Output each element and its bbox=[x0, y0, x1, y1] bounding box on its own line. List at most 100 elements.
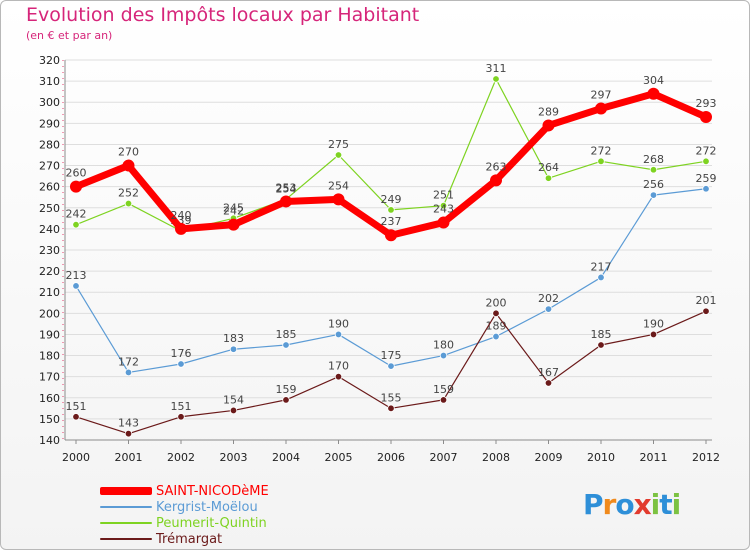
legend-label: SAINT-NICODèME bbox=[156, 483, 269, 499]
data-label-tremargat: 185 bbox=[591, 328, 612, 341]
data-point-kergrist-moelou bbox=[649, 191, 658, 199]
data-point-kergrist-moelou bbox=[702, 185, 710, 193]
data-point-peumerit-quintin bbox=[387, 206, 395, 214]
x-tick-label: 2000 bbox=[62, 451, 90, 464]
data-label-kergrist-moelou: 183 bbox=[223, 332, 244, 345]
data-point-peumerit-quintin bbox=[597, 157, 605, 166]
chart-subtitle: (en € et par an) bbox=[26, 29, 113, 42]
y-tick-label: 150 bbox=[39, 413, 60, 426]
data-label-saint-nicodeme: 297 bbox=[591, 89, 612, 102]
x-tick-label: 2002 bbox=[167, 451, 195, 464]
data-label-peumerit-quintin: 252 bbox=[118, 187, 139, 200]
legend-item: Kergrist-Moëlou bbox=[100, 499, 269, 515]
data-label-peumerit-quintin: 272 bbox=[591, 144, 612, 157]
x-tick-label: 2004 bbox=[272, 451, 300, 464]
series-line-tremargat bbox=[75, 310, 707, 435]
data-point-saint-nicodeme bbox=[595, 102, 607, 115]
x-tick-label: 2003 bbox=[220, 451, 248, 464]
proxiti-logo: Proxiti bbox=[583, 488, 681, 521]
data-label-tremargat: 190 bbox=[643, 317, 664, 330]
x-tick-label: 2005 bbox=[325, 451, 353, 464]
data-label-kergrist-moelou: 256 bbox=[643, 178, 664, 191]
data-label-tremargat: 155 bbox=[381, 391, 402, 404]
data-label-peumerit-quintin: 272 bbox=[696, 144, 717, 157]
data-label-peumerit-quintin: 264 bbox=[538, 161, 559, 174]
data-point-kergrist-moelou bbox=[334, 330, 343, 339]
data-point-saint-nicodeme bbox=[542, 119, 555, 132]
data-point-saint-nicodeme bbox=[437, 216, 450, 229]
data-label-kergrist-moelou: 190 bbox=[328, 317, 349, 330]
x-tick-label: 2008 bbox=[482, 451, 510, 464]
data-point-kergrist-moelou bbox=[544, 305, 553, 313]
data-label-peumerit-quintin: 251 bbox=[433, 189, 454, 202]
data-point-tremargat bbox=[387, 404, 395, 413]
data-label-saint-nicodeme: 253 bbox=[276, 181, 297, 194]
data-label-saint-nicodeme: 270 bbox=[118, 146, 139, 159]
data-label-tremargat: 159 bbox=[276, 383, 297, 396]
data-point-peumerit-quintin bbox=[439, 201, 448, 210]
data-label-kergrist-moelou: 185 bbox=[276, 328, 297, 341]
data-point-kergrist-moelou bbox=[387, 362, 395, 370]
chart-legend: SAINT-NICODèME Kergrist-Moëlou Peumerit-Qu… bbox=[100, 483, 269, 547]
data-label-saint-nicodeme: 289 bbox=[538, 105, 559, 118]
data-point-kergrist-moelou bbox=[597, 273, 605, 282]
data-point-tremargat bbox=[544, 379, 553, 387]
chart-title: Evolution des Impôts locaux par Habitant bbox=[26, 4, 420, 26]
x-tick-label: 2012 bbox=[692, 451, 720, 464]
legend-item: Trémargat bbox=[100, 531, 269, 547]
data-point-tremargat bbox=[229, 406, 238, 415]
data-point-tremargat bbox=[702, 307, 710, 315]
legend-swatch bbox=[100, 522, 152, 524]
data-point-peumerit-quintin bbox=[72, 220, 80, 229]
data-label-tremargat: 170 bbox=[328, 360, 349, 373]
data-point-peumerit-quintin bbox=[492, 75, 500, 83]
y-tick-label: 190 bbox=[39, 328, 60, 341]
data-point-tremargat bbox=[72, 413, 80, 421]
data-point-kergrist-moelou bbox=[439, 351, 448, 360]
legend-swatch bbox=[100, 506, 152, 508]
data-point-tremargat bbox=[177, 413, 185, 421]
data-point-peumerit-quintin bbox=[334, 151, 343, 159]
y-tick-label: 140 bbox=[39, 434, 60, 447]
y-tick-label: 270 bbox=[39, 160, 60, 173]
y-tick-label: 210 bbox=[39, 286, 60, 299]
y-tick-label: 160 bbox=[39, 392, 60, 405]
data-label-tremargat: 200 bbox=[486, 296, 507, 309]
data-label-tremargat: 143 bbox=[118, 417, 139, 430]
data-point-tremargat bbox=[597, 341, 605, 349]
data-label-saint-nicodeme: 260 bbox=[66, 167, 87, 180]
data-label-kergrist-moelou: 172 bbox=[118, 355, 139, 368]
y-tick-label: 240 bbox=[39, 223, 60, 236]
data-point-peumerit-quintin bbox=[702, 157, 710, 166]
data-point-saint-nicodeme bbox=[280, 195, 292, 208]
data-point-kergrist-moelou bbox=[492, 332, 500, 341]
data-label-kergrist-moelou: 175 bbox=[381, 349, 402, 362]
data-label-peumerit-quintin: 268 bbox=[643, 153, 664, 166]
data-label-kergrist-moelou: 217 bbox=[591, 260, 612, 273]
data-label-peumerit-quintin: 245 bbox=[223, 201, 244, 214]
legend-item: SAINT-NICODèME bbox=[100, 483, 269, 499]
legend-label: Peumerit-Quintin bbox=[156, 515, 267, 531]
logo-letter: x bbox=[633, 488, 652, 521]
legend-swatch bbox=[100, 487, 152, 495]
data-point-peumerit-quintin bbox=[649, 166, 658, 174]
data-label-kergrist-moelou: 202 bbox=[538, 292, 559, 305]
y-tick-label: 200 bbox=[39, 307, 60, 320]
data-label-saint-nicodeme: 243 bbox=[433, 203, 454, 216]
x-tick-label: 2007 bbox=[430, 451, 458, 464]
data-label-saint-nicodeme: 237 bbox=[381, 215, 402, 228]
data-label-tremargat: 151 bbox=[171, 400, 192, 413]
y-tick-label: 320 bbox=[39, 54, 60, 67]
data-label-tremargat: 154 bbox=[223, 393, 244, 406]
data-label-peumerit-quintin: 249 bbox=[381, 193, 402, 206]
data-label-kergrist-moelou: 176 bbox=[171, 347, 192, 360]
data-label-tremargat: 167 bbox=[538, 366, 559, 379]
data-point-saint-nicodeme bbox=[227, 218, 240, 231]
legend-swatch bbox=[100, 538, 152, 540]
data-point-saint-nicodeme bbox=[122, 159, 135, 172]
x-tick-label: 2006 bbox=[377, 451, 405, 464]
data-label-saint-nicodeme: 254 bbox=[328, 179, 349, 192]
data-point-saint-nicodeme bbox=[700, 111, 712, 123]
x-tick-label: 2001 bbox=[115, 451, 143, 464]
